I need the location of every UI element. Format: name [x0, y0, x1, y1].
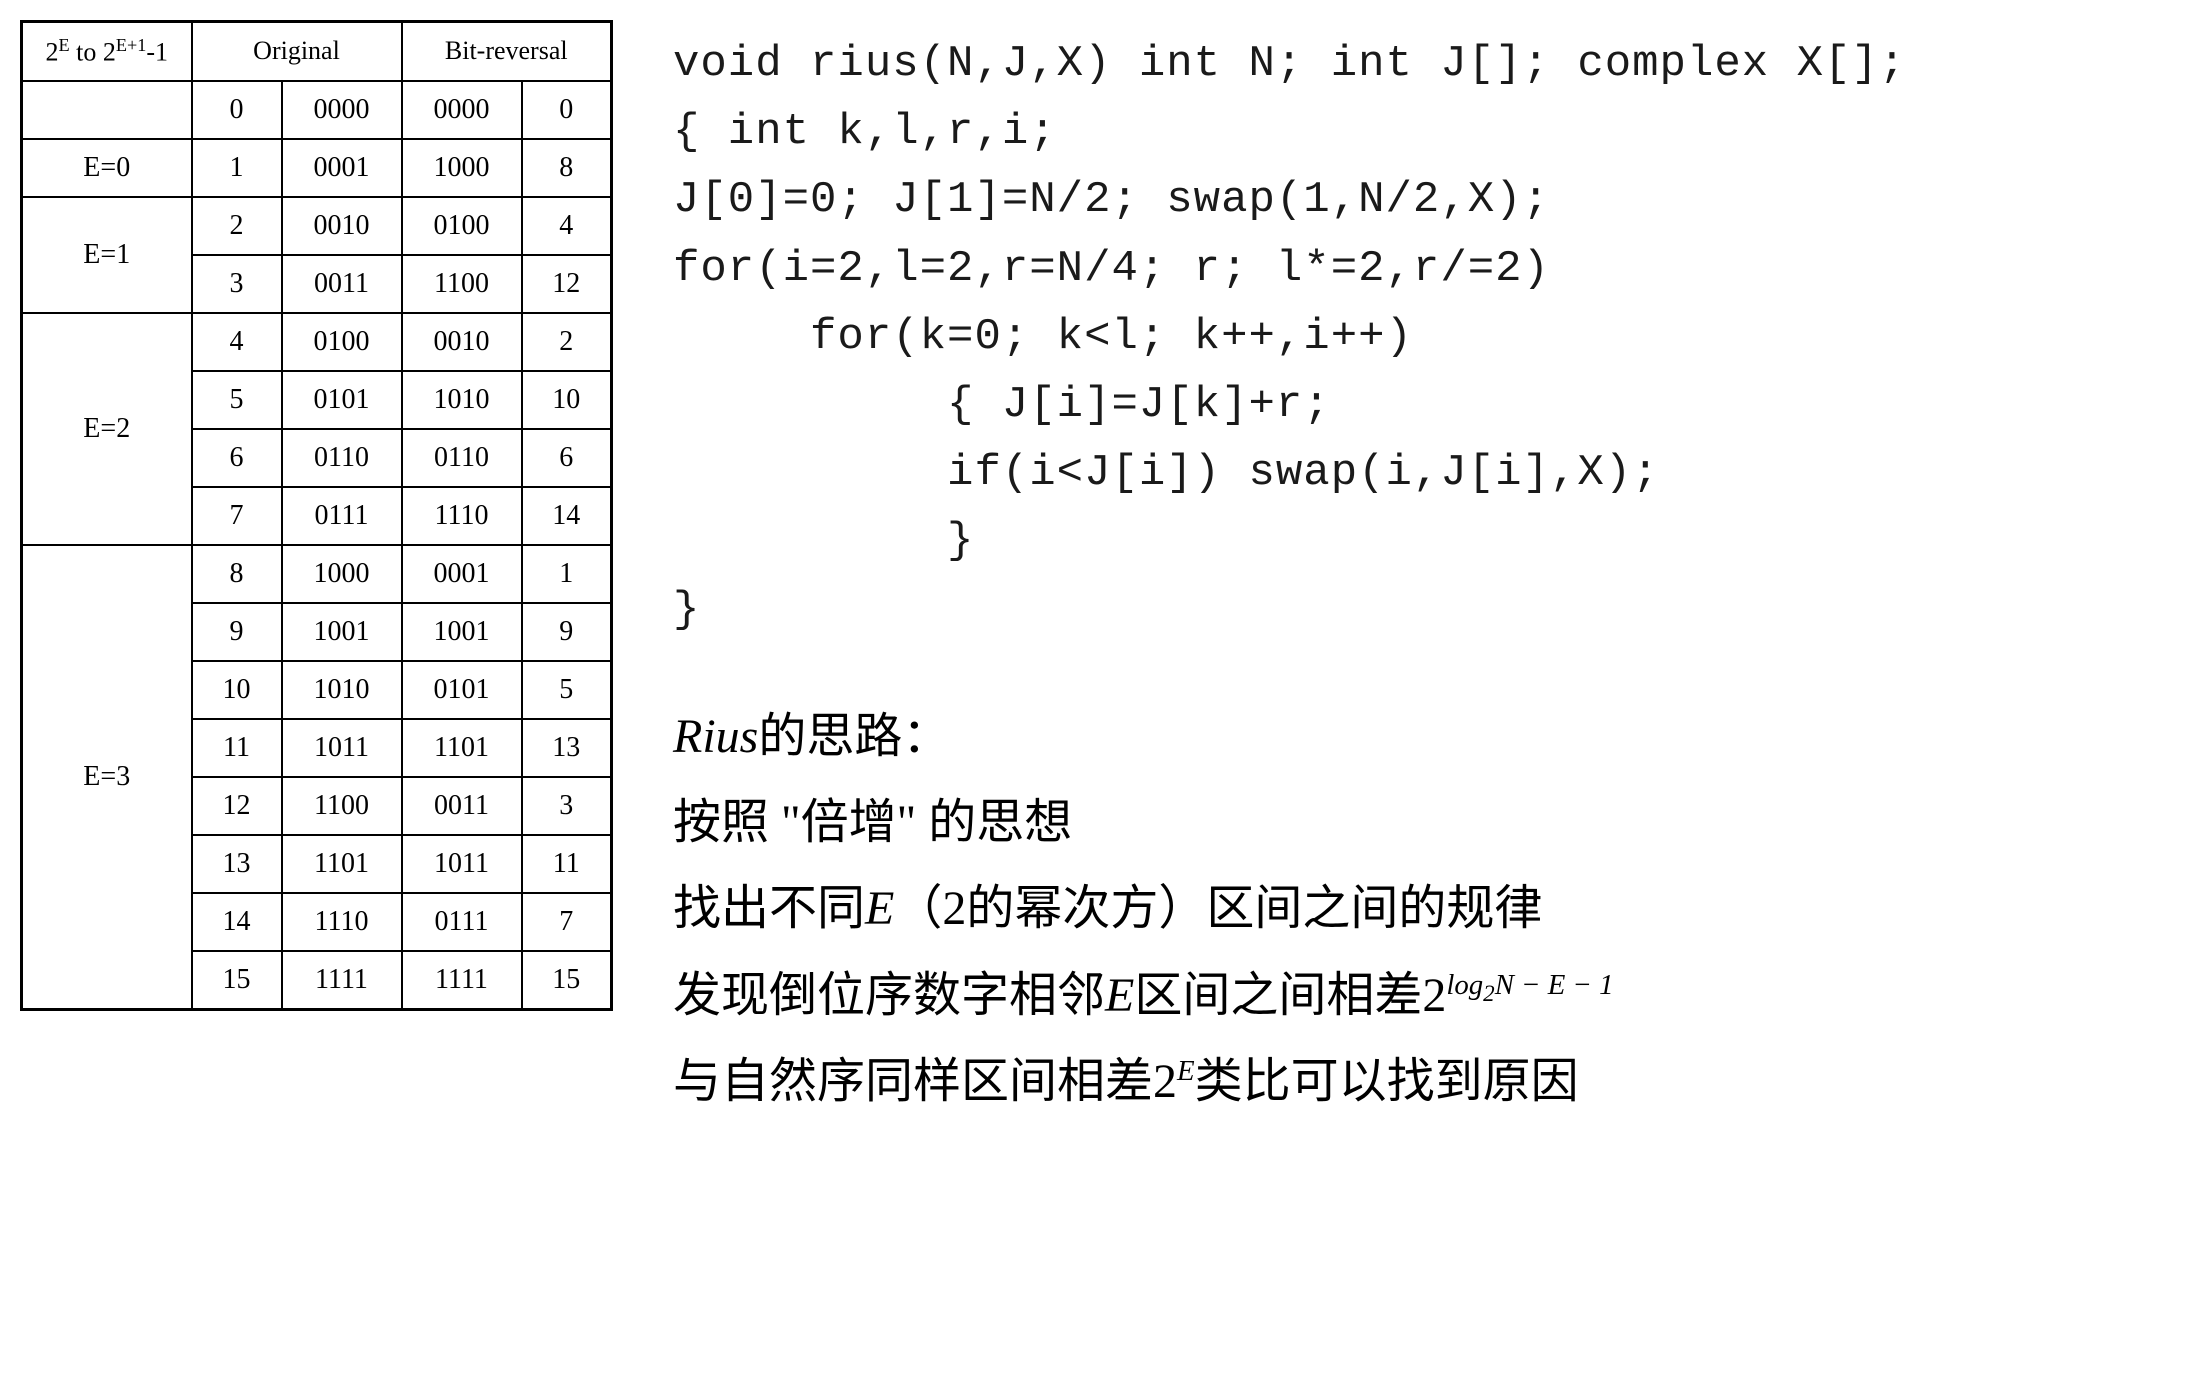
orig-idx: 12 [192, 777, 282, 835]
orig-bin: 1010 [282, 661, 402, 719]
orig-idx: 9 [192, 603, 282, 661]
orig-bin: 0010 [282, 197, 402, 255]
rev-idx: 1 [522, 545, 612, 603]
orig-bin: 0111 [282, 487, 402, 545]
orig-bin: 0011 [282, 255, 402, 313]
rev-bin: 0010 [402, 313, 522, 371]
group-label [22, 81, 192, 139]
rev-idx: 12 [522, 255, 612, 313]
header-original: Original [192, 22, 402, 81]
table-row: 0000000000 [22, 81, 612, 139]
orig-bin: 1000 [282, 545, 402, 603]
orig-idx: 4 [192, 313, 282, 371]
rev-bin: 1000 [402, 139, 522, 197]
rev-bin: 0110 [402, 429, 522, 487]
table-header: 2E to 2E+1-1 Original Bit-reversal [22, 22, 612, 81]
group-label: E=2 [22, 313, 192, 545]
prose-line-4: 发现倒位序数字相邻E区间之间相差2log2N − E − 1 [673, 953, 2186, 1039]
prose-line-3: 找出不同E（2的幂次方）区间之间的规律 [673, 866, 2186, 952]
rev-idx: 8 [522, 139, 612, 197]
orig-bin: 0000 [282, 81, 402, 139]
orig-bin: 0110 [282, 429, 402, 487]
orig-bin: 0001 [282, 139, 402, 197]
prose-line-1: Rius的思路： [673, 694, 2186, 780]
rev-idx: 2 [522, 313, 612, 371]
orig-idx: 15 [192, 951, 282, 1010]
bit-reversal-table: 2E to 2E+1-1 Original Bit-reversal 00000… [20, 20, 613, 1011]
orig-idx: 7 [192, 487, 282, 545]
rev-bin: 0100 [402, 197, 522, 255]
rev-idx: 0 [522, 81, 612, 139]
table-row: E=38100000011 [22, 545, 612, 603]
rev-idx: 3 [522, 777, 612, 835]
rev-bin: 1110 [402, 487, 522, 545]
rev-bin: 0001 [402, 545, 522, 603]
orig-idx: 8 [192, 545, 282, 603]
table-row: E=24010000102 [22, 313, 612, 371]
explanation-text: Rius的思路： 按照 "倍增" 的思想 找出不同E（2的幂次方）区间之间的规律… [673, 694, 2186, 1126]
rev-idx: 15 [522, 951, 612, 1010]
header-bitreversal: Bit-reversal [402, 22, 612, 81]
group-label: E=0 [22, 139, 192, 197]
orig-idx: 2 [192, 197, 282, 255]
rev-bin: 0101 [402, 661, 522, 719]
rev-idx: 10 [522, 371, 612, 429]
orig-idx: 5 [192, 371, 282, 429]
rev-idx: 4 [522, 197, 612, 255]
orig-idx: 6 [192, 429, 282, 487]
header-range: 2E to 2E+1-1 [22, 22, 192, 81]
table-row: E=12001001004 [22, 197, 612, 255]
rev-idx: 14 [522, 487, 612, 545]
group-label: E=1 [22, 197, 192, 313]
prose-line-2: 按照 "倍增" 的思想 [673, 780, 2186, 866]
rev-idx: 13 [522, 719, 612, 777]
exp-log: log [1446, 969, 1483, 1001]
rev-idx: 5 [522, 661, 612, 719]
rev-idx: 6 [522, 429, 612, 487]
orig-idx: 14 [192, 893, 282, 951]
code-listing: void rius(N,J,X) int N; int J[]; complex… [673, 30, 2186, 644]
orig-idx: 11 [192, 719, 282, 777]
rev-bin: 1011 [402, 835, 522, 893]
rev-bin: 1010 [402, 371, 522, 429]
rev-bin: 0000 [402, 81, 522, 139]
rev-bin: 0011 [402, 777, 522, 835]
rev-idx: 11 [522, 835, 612, 893]
table-row: E=01000110008 [22, 139, 612, 197]
orig-bin: 1100 [282, 777, 402, 835]
orig-idx: 10 [192, 661, 282, 719]
orig-bin: 1011 [282, 719, 402, 777]
orig-bin: 0100 [282, 313, 402, 371]
orig-bin: 1110 [282, 893, 402, 951]
group-label: E=3 [22, 545, 192, 1010]
rev-bin: 1101 [402, 719, 522, 777]
rev-idx: 7 [522, 893, 612, 951]
orig-idx: 13 [192, 835, 282, 893]
orig-idx: 1 [192, 139, 282, 197]
orig-bin: 1101 [282, 835, 402, 893]
orig-bin: 0101 [282, 371, 402, 429]
rev-bin: 1001 [402, 603, 522, 661]
rev-bin: 1100 [402, 255, 522, 313]
table-body: 0000000000E=01000110008E=120010010043001… [22, 81, 612, 1010]
rev-bin: 1111 [402, 951, 522, 1010]
rev-idx: 9 [522, 603, 612, 661]
orig-bin: 1111 [282, 951, 402, 1010]
orig-idx: 0 [192, 81, 282, 139]
rev-bin: 0111 [402, 893, 522, 951]
orig-idx: 3 [192, 255, 282, 313]
orig-bin: 1001 [282, 603, 402, 661]
prose-line-5: 与自然序同样区间相差2E类比可以找到原因 [673, 1039, 2186, 1125]
